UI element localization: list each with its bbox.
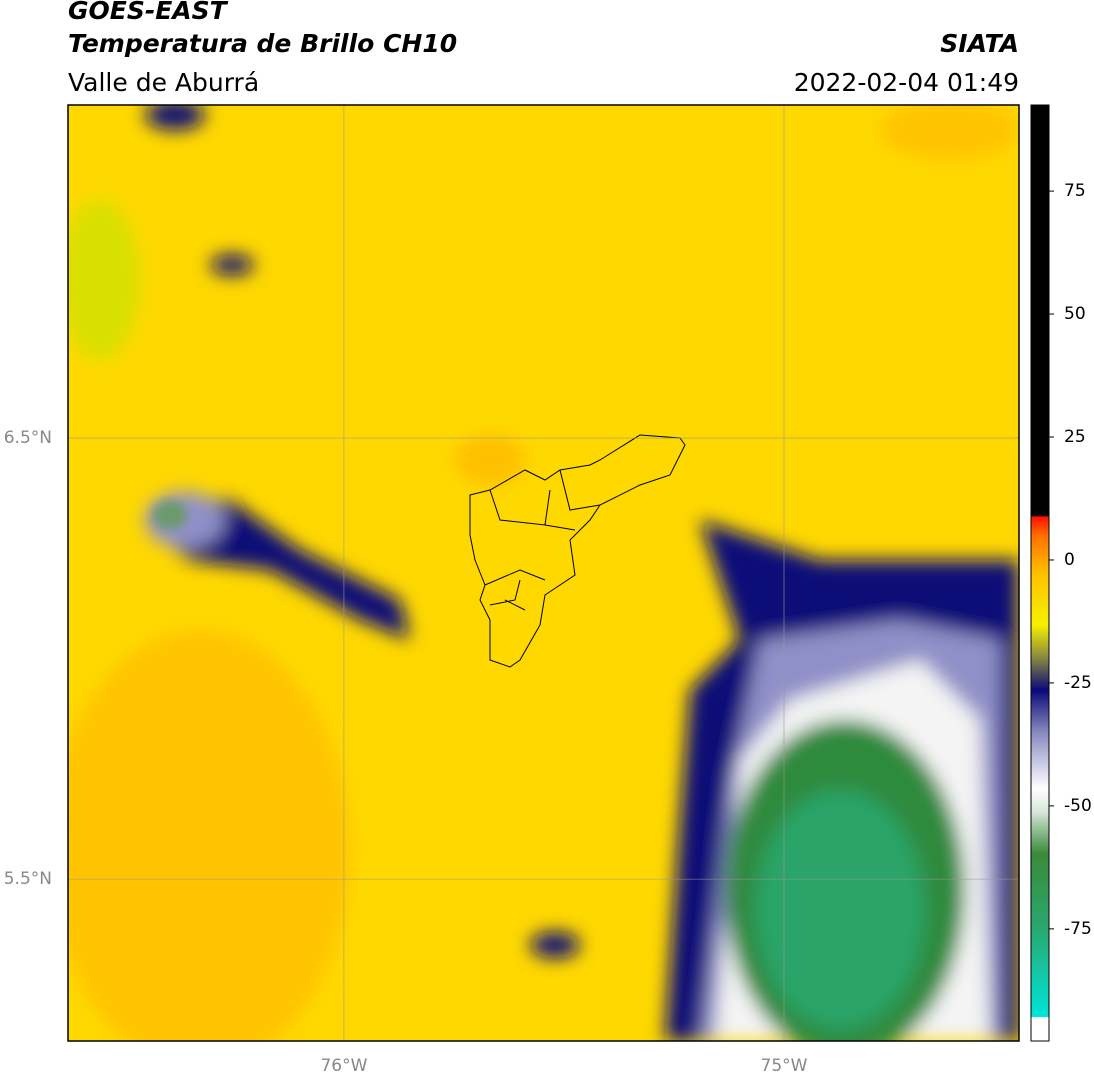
municipal-boundaries xyxy=(469,434,686,668)
colorbar-tick-label: -75 xyxy=(1064,919,1092,939)
colorbar-tick-label: 0 xyxy=(1064,550,1075,570)
colorbar-tick-label: -25 xyxy=(1064,673,1092,693)
x-tick-label: 75°W xyxy=(761,1056,808,1076)
source: SIATA xyxy=(940,29,1019,58)
region: Valle de Aburrá xyxy=(68,68,259,97)
colorbar-tick-label: -50 xyxy=(1064,796,1092,816)
graticule xyxy=(68,105,1019,1041)
colorbar-tick-label: 50 xyxy=(1064,304,1086,324)
satellite-image xyxy=(68,105,1019,1041)
subtitle: Temperatura de Brillo CH10 xyxy=(68,29,457,58)
datetime: 2022-02-04 01:49 xyxy=(794,68,1019,97)
colorbar-tick-label: 75 xyxy=(1064,181,1086,201)
colorbar-tick-label: 25 xyxy=(1064,427,1086,447)
colorbar xyxy=(1030,104,1050,1042)
map-frame xyxy=(67,104,1020,1042)
x-tick-label: 76°W xyxy=(320,1056,367,1076)
title: GOES-EAST xyxy=(68,0,229,25)
y-tick-label: 5.5°N xyxy=(4,869,52,889)
y-tick-label: 6.5°N xyxy=(4,428,52,448)
